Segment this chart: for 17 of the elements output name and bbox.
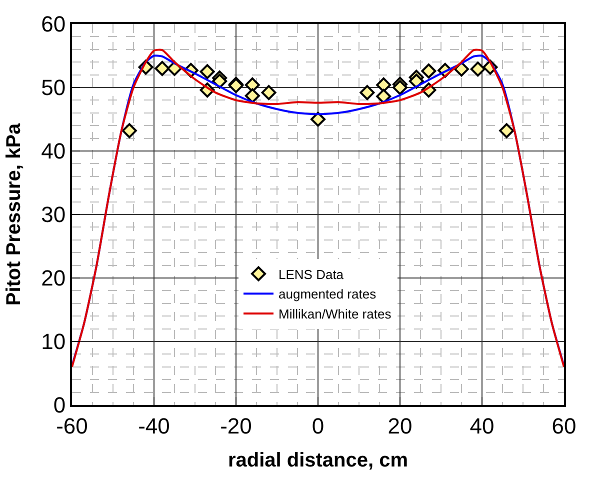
x-tick-label: 60	[552, 413, 576, 438]
y-tick-label: 30	[41, 202, 66, 228]
y-tick-label: 40	[41, 138, 66, 164]
x-tick-label: 40	[470, 413, 494, 438]
y-tick-label: 60	[41, 12, 66, 37]
legend-label: LENS Data	[278, 266, 344, 282]
x-tick-label: -40	[138, 413, 170, 438]
y-tick-label: 10	[41, 329, 66, 354]
y-tick-label: 50	[41, 75, 66, 100]
legend-label: Millikan/White rates	[278, 306, 392, 322]
y-axis-title: Pitot Pressure, kPa	[3, 122, 26, 306]
x-tick-label: 20	[388, 413, 412, 438]
x-axis-title: radial distance, cm	[228, 449, 408, 472]
x-tick-label: 0	[312, 413, 324, 438]
y-tick-label: 20	[41, 266, 66, 291]
legend-label: augmented rates	[278, 286, 377, 302]
x-tick-label: -20	[220, 413, 252, 438]
